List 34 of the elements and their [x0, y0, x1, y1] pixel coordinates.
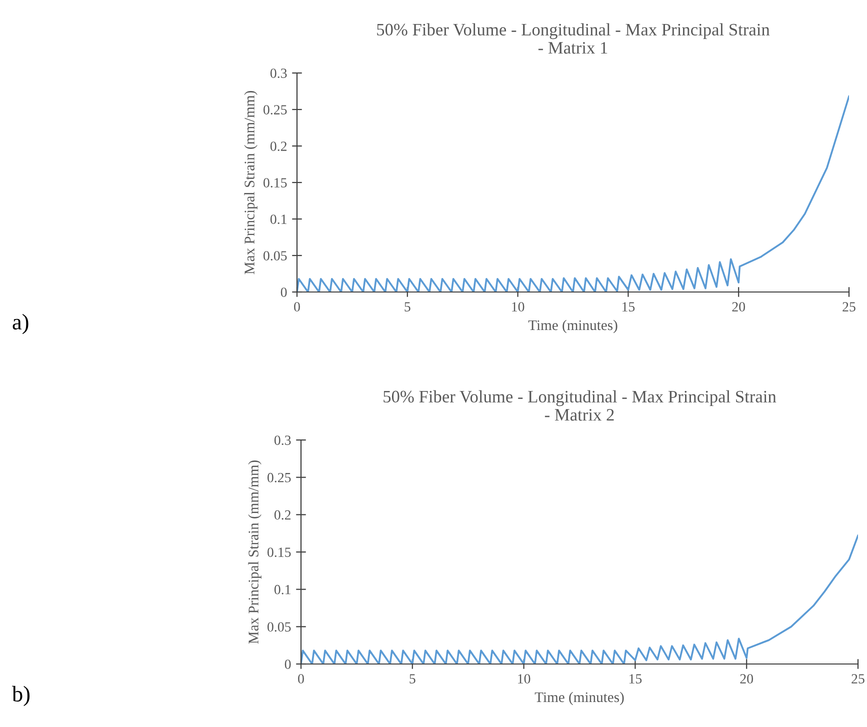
- x-tick-label: 5: [410, 674, 416, 684]
- x-axis-title: Time (minutes): [528, 320, 618, 334]
- chart-title: 50% Fiber Volume - Longitudinal - Max Principal Strain - Matrix 2: [384, 390, 776, 421]
- chart-title: 50% Fiber Volume - Longitudinal - Max Principal Strain - Matrix 1: [377, 23, 770, 54]
- y-tick-label: 0.2: [274, 510, 291, 520]
- y-axis-title: Max Principal Strain (mm/mm): [248, 460, 262, 644]
- y-tick-label: 0: [280, 288, 287, 297]
- y-tick-label: 0.1: [274, 584, 290, 594]
- x-tick-label: 20: [732, 302, 746, 312]
- y-axis-title: Max Principal Strain (mm/mm): [244, 90, 258, 274]
- x-tick-label: 15: [629, 674, 642, 684]
- x-tick-label: 0: [298, 674, 304, 684]
- y-tick-label: 0.05: [264, 251, 287, 261]
- y-tick-label: 0.15: [268, 548, 291, 558]
- x-tick-label: 25: [852, 674, 864, 684]
- y-tick-label: 0.25: [264, 105, 287, 115]
- text: a): [12, 314, 28, 334]
- x-tick-label: 5: [404, 302, 410, 312]
- x-tick-label: 10: [512, 302, 524, 312]
- x-tick-label: 15: [622, 302, 635, 312]
- y-tick-label: 0.15: [264, 178, 287, 188]
- x-tick-label: 10: [518, 674, 530, 684]
- text: b): [12, 686, 30, 706]
- y-tick-label: 0.1: [270, 214, 286, 224]
- x-tick-label: 20: [740, 674, 754, 684]
- y-tick-label: 0.25: [268, 472, 291, 482]
- x-tick-label: 0: [294, 302, 300, 312]
- y-tick-label: 0.3: [274, 436, 291, 446]
- y-tick-label: 0.2: [270, 142, 287, 152]
- y-tick-label: 0.3: [270, 68, 287, 78]
- y-tick-label: 0: [284, 660, 291, 669]
- x-tick-label: 25: [842, 302, 856, 312]
- x-axis-title: Time (minutes): [534, 692, 624, 706]
- y-tick-label: 0.05: [268, 622, 291, 632]
